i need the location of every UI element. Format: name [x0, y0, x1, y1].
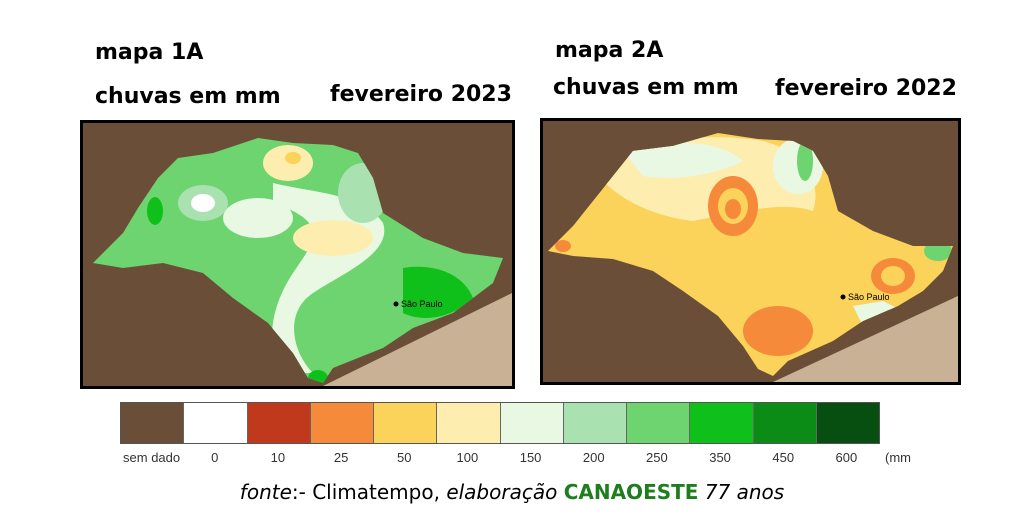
- legend-tick-label: 0: [211, 450, 219, 465]
- source-org: CANAOESTE: [563, 480, 699, 504]
- legend-unit-label: (mm: [885, 450, 911, 465]
- map1-period: fevereiro 2023: [330, 82, 512, 107]
- legend-swatch: [247, 403, 311, 443]
- legend-swatch: [563, 403, 627, 443]
- legend-swatch: [310, 403, 374, 443]
- map2-label: mapa 2A: [555, 38, 664, 63]
- legend-swatch: [690, 403, 754, 443]
- map2-period: fevereiro 2022: [775, 76, 957, 101]
- map2-subtitle: chuvas em mm: [553, 75, 739, 100]
- legend-swatch: [437, 403, 501, 443]
- legend-tick-label: 450: [772, 450, 795, 465]
- source-elab: elaboração: [446, 480, 558, 504]
- map2-frame: São Paulo: [540, 118, 961, 385]
- legend-tick-label: 600: [835, 450, 858, 465]
- map2-image: São Paulo: [543, 121, 958, 382]
- legend-tick-label: 100: [456, 450, 479, 465]
- legend-tick-label: 10: [270, 450, 286, 465]
- source-middle: :- Climatempo,: [291, 480, 447, 504]
- legend-ticks: sem dado 0 10 25 50 100 150 200 250 350 450 600 (mm: [0, 450, 1024, 468]
- legend-swatch: [184, 403, 248, 443]
- legend-swatch: [500, 403, 564, 443]
- map1-label: mapa 1A: [95, 40, 204, 65]
- map2-city-label: São Paulo: [848, 292, 890, 302]
- map1-frame: São Paulo: [80, 120, 515, 389]
- legend-tick-label: 150: [519, 450, 542, 465]
- legend-swatch: [753, 403, 817, 443]
- legend-tick-label: 350: [709, 450, 731, 465]
- legend-swatch: [121, 403, 185, 443]
- legend-tick-label: 200: [582, 450, 605, 465]
- legend-tick-label: 25: [333, 450, 349, 465]
- legend-swatch: [627, 403, 691, 443]
- legend-tick-label: 50: [397, 450, 412, 465]
- legend-swatch: [816, 403, 879, 443]
- map1-image: São Paulo: [83, 123, 512, 386]
- legend-tick-label: 250: [646, 450, 668, 465]
- legend-tick-label: sem dado: [123, 450, 181, 465]
- source-line: fonte:- Climatempo, elaboração CANAOESTE…: [0, 480, 1024, 504]
- map1-subtitle: chuvas em mm: [95, 84, 281, 109]
- source-prefix: fonte: [239, 480, 292, 504]
- legend-bar: [120, 402, 880, 444]
- source-suffix: 77 anos: [704, 480, 785, 504]
- map1-city-label: São Paulo: [401, 299, 443, 309]
- legend-swatch: [374, 403, 438, 443]
